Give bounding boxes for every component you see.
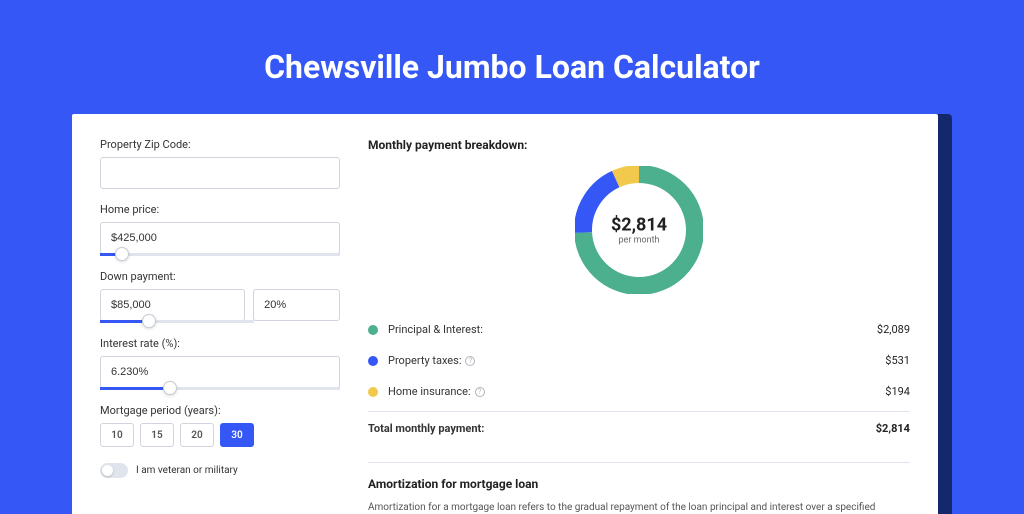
zip-label: Property Zip Code: — [100, 138, 340, 151]
interest-rate-label: Interest rate (%): — [100, 337, 340, 350]
legend-row-taxes: Property taxes: ? $531 — [368, 345, 910, 376]
donut-center: $2,814 per month — [611, 215, 667, 246]
period-btn-15[interactable]: 15 — [140, 423, 174, 447]
legend-label-insurance-text: Home insurance: — [388, 385, 471, 398]
legend-dot-principal — [368, 325, 378, 335]
interest-rate-slider[interactable] — [100, 387, 340, 390]
legend-label-taxes: Property taxes: ? — [388, 354, 885, 367]
down-payment-label: Down payment: — [100, 270, 340, 283]
legend-value-insurance: $194 — [885, 385, 910, 398]
legend-value-taxes: $531 — [885, 354, 910, 367]
legend-label-taxes-text: Property taxes: — [388, 354, 461, 367]
donut-amount: $2,814 — [611, 215, 667, 236]
mortgage-period-group: Mortgage period (years): 10 15 20 30 — [100, 404, 340, 447]
down-payment-slider-thumb[interactable] — [142, 314, 156, 328]
info-icon[interactable]: ? — [475, 387, 485, 397]
down-payment-amount-input[interactable] — [100, 289, 245, 321]
mortgage-period-label: Mortgage period (years): — [100, 404, 340, 417]
legend-row-principal: Principal & Interest: $2,089 — [368, 314, 910, 345]
home-price-label: Home price: — [100, 203, 340, 216]
breakdown-title: Monthly payment breakdown: — [368, 138, 910, 152]
down-payment-group: Down payment: — [100, 270, 340, 323]
donut-chart-wrap: $2,814 per month — [368, 166, 910, 294]
interest-rate-group: Interest rate (%): — [100, 337, 340, 390]
veteran-label: I am veteran or military — [136, 465, 238, 476]
veteran-toggle-knob — [102, 465, 113, 476]
card-shadow: Property Zip Code: Home price: Down paym… — [72, 114, 952, 514]
home-price-input[interactable] — [100, 222, 340, 254]
interest-rate-input[interactable] — [100, 356, 340, 388]
home-price-slider-thumb[interactable] — [115, 247, 129, 261]
veteran-toggle[interactable] — [100, 463, 128, 478]
donut-sub: per month — [611, 236, 667, 246]
amortization-text: Amortization for a mortgage loan refers … — [368, 501, 910, 514]
legend-label-principal: Principal & Interest: — [388, 323, 877, 336]
info-icon[interactable]: ? — [465, 356, 475, 366]
amortization-section: Amortization for mortgage loan Amortizat… — [368, 462, 910, 514]
breakdown-column: Monthly payment breakdown: $2,814 per mo… — [368, 138, 910, 490]
legend-row-total: Total monthly payment: $2,814 — [368, 411, 910, 444]
legend-label-insurance: Home insurance: ? — [388, 385, 885, 398]
calculator-card: Property Zip Code: Home price: Down paym… — [72, 114, 938, 514]
zip-field-group: Property Zip Code: — [100, 138, 340, 189]
legend-value-principal: $2,089 — [877, 323, 910, 336]
legend-label-total: Total monthly payment: — [368, 422, 876, 435]
legend-dot-insurance — [368, 387, 378, 397]
period-btn-10[interactable]: 10 — [100, 423, 134, 447]
legend-row-insurance: Home insurance: ? $194 — [368, 376, 910, 407]
period-btn-30[interactable]: 30 — [220, 423, 254, 447]
period-btn-20[interactable]: 20 — [180, 423, 214, 447]
down-payment-slider[interactable] — [100, 320, 254, 323]
interest-rate-slider-thumb[interactable] — [163, 381, 177, 395]
home-price-slider[interactable] — [100, 253, 340, 256]
donut-chart: $2,814 per month — [575, 166, 703, 294]
legend-dot-taxes — [368, 356, 378, 366]
input-column: Property Zip Code: Home price: Down paym… — [100, 138, 340, 490]
down-payment-percent-input[interactable] — [253, 289, 340, 321]
page-title: Chewsville Jumbo Loan Calculator — [0, 0, 1024, 114]
home-price-group: Home price: — [100, 203, 340, 256]
veteran-toggle-row: I am veteran or military — [100, 463, 340, 478]
legend-value-total: $2,814 — [876, 422, 910, 435]
mortgage-period-options: 10 15 20 30 — [100, 423, 340, 447]
amortization-title: Amortization for mortgage loan — [368, 477, 910, 491]
zip-input[interactable] — [100, 157, 340, 189]
